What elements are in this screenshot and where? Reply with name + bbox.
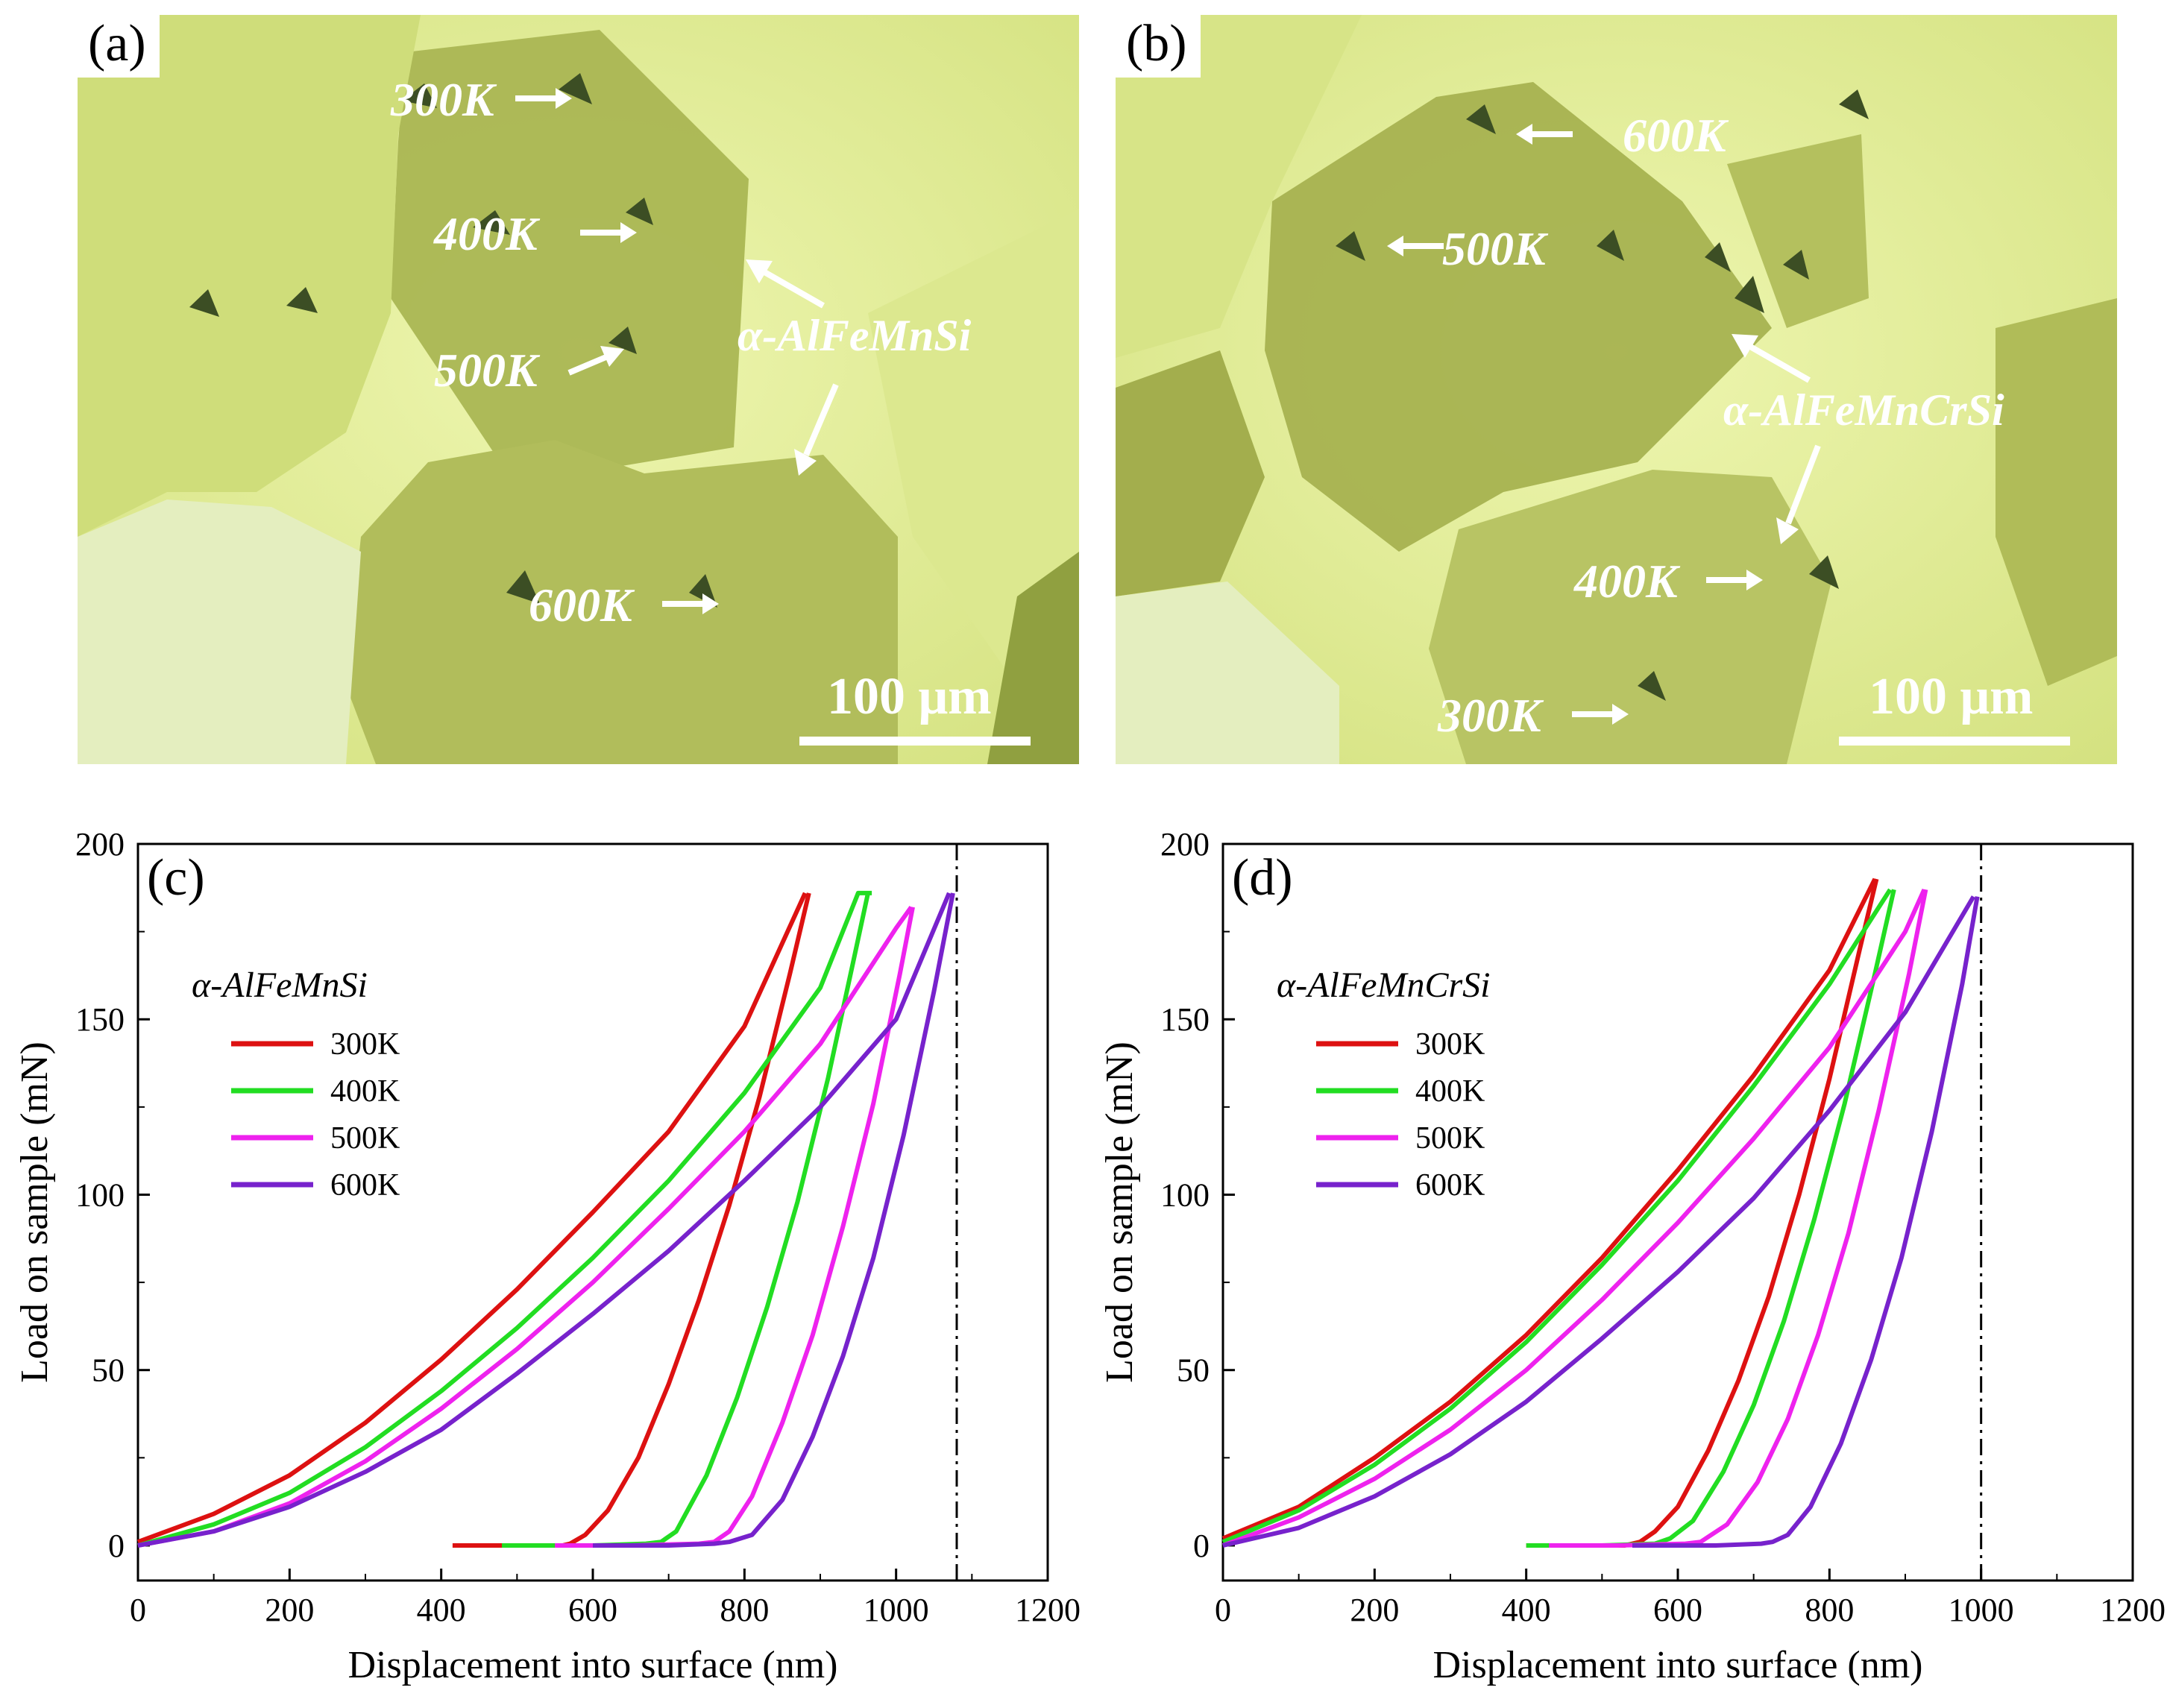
loading-curve-400k [137, 890, 872, 1548]
legend-label-300k: 300K [330, 1027, 400, 1062]
arrow-up-right-icon [567, 346, 624, 376]
scale-bar-b [1839, 737, 2070, 746]
y-tick-label: 150 [1160, 1001, 1210, 1038]
indent-label-b-600k: 600K [1623, 109, 1726, 162]
x-axis-title: Displacement into surface (nm) [1433, 1644, 1923, 1686]
arrow-up-left-icon [746, 259, 825, 309]
arrow-right-icon [662, 593, 719, 614]
scale-bar-label-b: 100 μm [1869, 668, 2034, 725]
arrow-down-left-icon [794, 383, 839, 476]
chart-panel-label: (d) [1232, 849, 1293, 907]
x-axis-title: Displacement into surface (nm) [348, 1644, 838, 1686]
y-tick-label: 150 [75, 1001, 125, 1038]
y-axis-title: Load on sample (mN) [13, 1041, 56, 1383]
arrow-right-icon [515, 88, 572, 109]
indent-label-a-300k: 300K [391, 73, 494, 126]
x-tick-label: 400 [1502, 1592, 1551, 1628]
micrograph-a-image [78, 15, 1079, 764]
scale-bar-a [799, 737, 1031, 746]
legend-label-600k: 600K [330, 1168, 400, 1203]
y-tick-label: 50 [1177, 1352, 1210, 1389]
y-tick-label: 0 [1193, 1528, 1210, 1564]
loading-curve-500k [137, 905, 913, 1548]
y-tick-label: 100 [1160, 1176, 1210, 1213]
y-tick-label: 0 [108, 1528, 125, 1564]
legend-label-500k: 500K [330, 1121, 400, 1156]
arrow-up-left-icon [1732, 334, 1811, 383]
x-tick-label: 0 [130, 1592, 146, 1628]
x-tick-label: 800 [720, 1592, 769, 1628]
loading-curve-600k [1222, 895, 1976, 1548]
chart-d: 0 200 400 600 800 1000 1200 0 50 100 150 200 Displac… [1098, 826, 2166, 1686]
x-tick-label: 400 [417, 1592, 466, 1628]
legend-label-500k: 500K [1415, 1121, 1485, 1156]
micrograph-b-image [1116, 15, 2117, 764]
legend-label-400k: 400K [1415, 1074, 1485, 1109]
indent-label-a-500k: 500K [434, 344, 538, 397]
indent-label-a-600k: 600K [529, 579, 632, 631]
x-tick-label: 1000 [864, 1592, 929, 1628]
arrow-right-icon [580, 222, 637, 243]
unloading-curve-600k [593, 892, 955, 1548]
legend-title: α-AlFeMnCrSi [1277, 965, 1490, 1005]
micrograph-a: (a) 300K 400K 500K 600K α-AlFeMnSi 100 μ… [78, 15, 1079, 764]
arrow-left-icon [1387, 236, 1444, 256]
x-tick-label: 200 [265, 1592, 314, 1628]
unloading-curve-400k [502, 892, 870, 1548]
arrow-right-icon [1706, 570, 1763, 590]
chart-c: 0 200 400 600 800 1000 1200 0 50 100 150 200 Displac… [13, 826, 1081, 1686]
legend-label-600k: 600K [1415, 1168, 1485, 1203]
loading-curve-600k [137, 892, 952, 1548]
x-tick-label: 1200 [2100, 1592, 2166, 1628]
y-axis-title: Load on sample (mN) [1098, 1041, 1141, 1383]
phase-label-a: α-AlFeMnSi [738, 311, 972, 360]
indent-label-b-500k: 500K [1442, 222, 1546, 275]
legend-title: α-AlFeMnSi [192, 965, 368, 1005]
x-tick-label: 0 [1215, 1592, 1231, 1628]
chart-panel-label: (c) [147, 849, 205, 907]
y-tick-label: 100 [75, 1176, 125, 1213]
x-tick-label: 600 [568, 1592, 617, 1628]
x-tick-label: 1000 [1949, 1592, 2014, 1628]
loading-curve-400k [1221, 888, 1893, 1544]
unloading-curve-600k [1632, 896, 1980, 1548]
y-tick-label: 200 [75, 826, 125, 863]
phase-label-b: α-AlFeMnCrSi [1723, 385, 2004, 435]
legend-label-300k: 300K [1415, 1027, 1485, 1062]
legend-label-400k: 400K [330, 1074, 400, 1109]
x-tick-label: 1200 [1015, 1592, 1081, 1628]
loading-curve-500k [1221, 888, 1927, 1548]
x-tick-label: 200 [1350, 1592, 1399, 1628]
loading-curve-300k [1221, 877, 1877, 1541]
scale-bar-label-a: 100 μm [827, 668, 992, 725]
indent-label-b-300k: 300K [1438, 689, 1541, 742]
unloading-curve-500k [555, 907, 915, 1548]
y-tick-label: 50 [92, 1352, 125, 1389]
arrow-left-icon [1516, 124, 1573, 145]
loading-curve-300k [136, 892, 808, 1545]
arrow-right-icon [1572, 704, 1629, 725]
indent-label-b-400k: 400K [1574, 555, 1678, 608]
arrow-down-left-icon [1776, 444, 1821, 544]
panel-label-a: (a) [78, 15, 160, 78]
micrograph-b: (b) 600K 500K 400K 300K α-AlFeMnCrSi 100… [1116, 15, 2117, 764]
x-tick-label: 800 [1805, 1592, 1854, 1628]
y-tick-label: 200 [1160, 826, 1210, 863]
indent-label-a-400k: 400K [434, 207, 538, 260]
x-tick-label: 600 [1653, 1592, 1702, 1628]
panel-label-b: (b) [1116, 15, 1201, 78]
